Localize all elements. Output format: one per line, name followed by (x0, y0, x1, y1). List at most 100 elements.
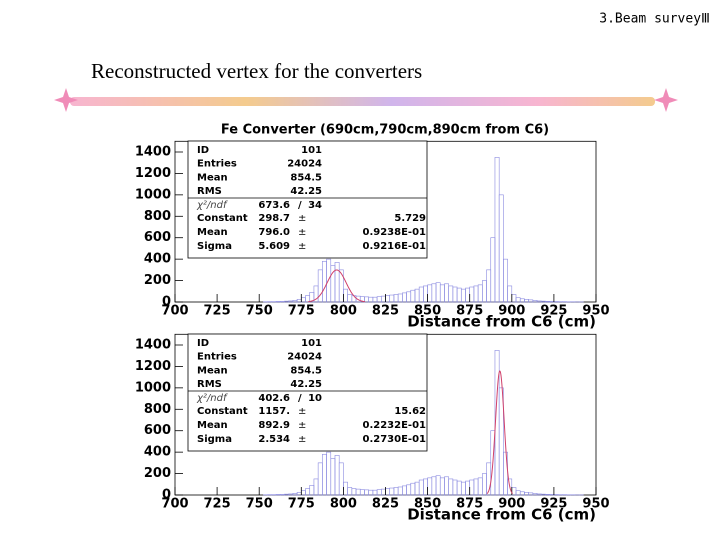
histogram-bin (410, 289, 416, 303)
x-tick-label: 900 (498, 304, 525, 319)
histogram-bin (469, 286, 475, 303)
x-tick-label: 850 (414, 304, 441, 319)
histogram-bin (452, 286, 458, 303)
y-tick-label: 600 (144, 423, 171, 438)
histogram-bin (292, 300, 298, 303)
x-tick-label: 725 (204, 497, 231, 512)
histogram-bin (456, 287, 462, 303)
fit-error: 0.9216E-01 (363, 241, 427, 252)
histogram-bin (385, 488, 391, 496)
histogram-bin (448, 478, 454, 496)
x-tick-label: 875 (456, 304, 483, 319)
stat-name: ID (197, 145, 209, 156)
chi2-separator: / (298, 393, 302, 404)
histogram-bin (322, 260, 327, 303)
stat-value: 24024 (287, 352, 322, 363)
x-tick-label: 750 (246, 497, 273, 512)
x-tick-label: 900 (498, 497, 525, 512)
histogram-bin (338, 462, 344, 496)
histogram-bin (549, 494, 555, 496)
chi2-value: 402.6 (258, 393, 290, 404)
histogram-bin (524, 299, 529, 303)
histogram-bin (326, 451, 332, 496)
stat-value: 854.5 (290, 172, 322, 183)
x-tick-label: 725 (204, 304, 231, 319)
fit-name: Sigma (197, 241, 232, 252)
stat-name: ID (197, 338, 209, 349)
histogram-bin (477, 477, 483, 496)
histogram-bin (372, 296, 378, 303)
y-tick-label: 600 (144, 230, 171, 245)
histogram-bin (334, 262, 340, 303)
stat-value: 24024 (287, 159, 322, 170)
fit-value: 796.0 (258, 227, 290, 238)
histogram-bin (435, 475, 441, 496)
fit-name: Mean (197, 420, 228, 431)
histogram-bin (532, 493, 538, 496)
histogram-bin (300, 297, 306, 303)
histogram-bin (296, 299, 302, 303)
histogram-bin (309, 485, 315, 496)
histogram-bin (296, 492, 302, 496)
x-tick-label: 825 (372, 304, 399, 319)
histogram-bin (288, 300, 294, 303)
fit-error: 0.2232E-01 (363, 420, 427, 431)
histogram-bin (393, 294, 399, 303)
decor-stars (54, 88, 678, 112)
y-tick-label: 1400 (135, 145, 171, 160)
histogram-bin (317, 462, 323, 496)
histogram-bin (503, 258, 508, 303)
histogram-bin (376, 489, 382, 496)
fit-symbol: ± (298, 406, 306, 417)
histogram-bin (439, 477, 445, 496)
histogram-bin (414, 288, 420, 303)
histogram-bin (397, 486, 403, 496)
histogram-bin (460, 481, 466, 496)
x-tick-label: 700 (161, 304, 188, 319)
histogram-bin (452, 479, 458, 496)
fit-name: Constant (197, 213, 248, 224)
y-tick-label: 800 (144, 402, 171, 417)
histogram-bin (536, 300, 542, 303)
histogram-bin (423, 285, 428, 303)
fit-value: 892.9 (258, 420, 290, 431)
histogram-bin (465, 287, 470, 303)
histogram-bin (279, 494, 285, 496)
chi2-value: 673.6 (258, 200, 290, 211)
histogram-bin (402, 292, 407, 303)
histogram-bin (380, 295, 386, 303)
histogram-bin (275, 494, 281, 496)
histogram-bin (284, 300, 289, 303)
histogram-bin (431, 283, 437, 303)
stat-value: 42.25 (290, 186, 322, 197)
stats-box (187, 140, 428, 259)
histogram-bin (364, 489, 369, 496)
x-tick-label: 925 (540, 304, 567, 319)
y-tick-label: 200 (144, 273, 171, 288)
y-tick-label: 400 (144, 252, 171, 267)
histogram-plot: 0 200 400 600 800 1000 1200 1400 700 725 750 775 800… (135, 333, 610, 524)
histogram-bin (515, 490, 521, 496)
stat-name: Mean (197, 172, 228, 183)
histogram-bin (334, 455, 340, 496)
x-tick-label: 950 (582, 497, 609, 512)
fit-symbol: ± (298, 241, 306, 252)
histogram-bin (515, 297, 521, 303)
fit-curve (308, 269, 366, 303)
histogram-bin (490, 237, 496, 303)
stat-name: RMS (197, 186, 222, 197)
histogram-bin (305, 488, 311, 496)
fit-symbol: ± (298, 434, 306, 445)
histogram-bin (431, 476, 437, 496)
histogram-bin (368, 296, 374, 303)
fit-symbol: ± (298, 213, 306, 224)
chi2-name: χ²/ndf (196, 393, 228, 404)
fit-name: Constant (197, 406, 248, 417)
histogram-bin (355, 488, 361, 496)
histogram-bin (284, 493, 289, 496)
chi2-separator: / (298, 200, 302, 211)
x-axis-label: Distance from C6 (cm) (407, 313, 596, 331)
fit-error: 5.729 (394, 213, 426, 224)
histogram-bin (519, 298, 525, 303)
histogram-bin (376, 296, 382, 303)
